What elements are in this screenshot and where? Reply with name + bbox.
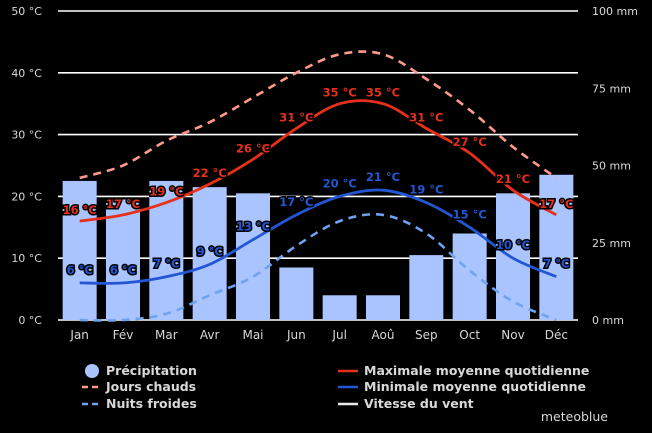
month-tick-label: Nov (501, 328, 524, 342)
precipitation-bar (539, 174, 574, 320)
minimale-moyenne-quotidienne-data-label: 6 °C (67, 263, 93, 277)
month-tick-label: Jul (331, 328, 346, 342)
maximale-moyenne-quotidienne-data-label: 16 °C (63, 203, 97, 217)
minimale-moyenne-quotidienne-data-label: 9 °C (197, 244, 223, 258)
minimale-moyenne-quotidienne-data-label: 10 °C (496, 238, 530, 252)
y-right-tick-label: 100 mm (592, 5, 638, 18)
y-left-tick-label: 30 °C (11, 129, 42, 142)
precipitation-bars (62, 174, 574, 320)
legend-item-jours-chauds: Jours chauds (82, 379, 196, 394)
y-left-tick-label: 40 °C (11, 67, 42, 80)
y-right-tick-label: 50 mm (592, 160, 631, 173)
maximale-moyenne-quotidienne-data-label: 31 °C (409, 110, 443, 124)
y-left-tick-label: 50 °C (11, 5, 42, 18)
month-tick-label: Mar (155, 328, 178, 342)
precipitation-bar (322, 295, 357, 320)
minimale-moyenne-quotidienne-data-label: 15 °C (453, 207, 487, 221)
minimale-moyenne-quotidienne-data-label: 20 °C (323, 176, 357, 190)
data-labels: 16 °C 17 °C 19 °C 22 °C 26 °C 31 °C 35 °C 35 °C… (61, 84, 575, 278)
month-tick-label: Avr (200, 328, 220, 342)
y-left-tick-label: 20 °C (11, 190, 42, 203)
legend-item-minimale-moyenne-quotidienne: Minimale moyenne quotidienne (338, 379, 586, 394)
legend-label: Jours chauds (105, 379, 196, 394)
precipitation-bar (149, 180, 184, 320)
maximale-moyenne-quotidienne-data-label: 17 °C (539, 197, 573, 211)
legend-label: Maximale moyenne quotidienne (364, 363, 589, 378)
month-tick-label: Fév (113, 328, 134, 342)
minimale-moyenne-quotidienne-data-label: 21 °C (366, 170, 400, 184)
y-right-tick-label: 75 mm (592, 82, 631, 95)
precipitation-bar (192, 187, 227, 320)
month-tick-label: Déc (545, 328, 568, 342)
minimale-moyenne-quotidienne-data-label: 7 °C (153, 257, 179, 271)
axis-labels: 0 °C 10 °C 20 °C 30 °C 40 °C 50 °C 0 mm 25 mm 50… (11, 5, 638, 342)
temperature-lines (79, 50, 558, 322)
precipitation-bar (106, 199, 140, 320)
grid-lines (58, 10, 578, 321)
maximale-moyenne-quotidienne-data-label: 26 °C (236, 141, 270, 155)
minimale-moyenne-quotidienne-data-label: 13 °C (236, 220, 270, 234)
y-right-tick-label: 0 mm (592, 314, 624, 327)
legend-label: Nuits froides (106, 396, 197, 411)
precipitation-bar (409, 255, 444, 320)
legend-item-vitesse-du-vent: Vitesse du vent (338, 396, 474, 411)
legend-label: Minimale moyenne quotidienne (364, 379, 586, 394)
legend-label: Vitesse du vent (364, 396, 474, 411)
legend-swatch (85, 364, 99, 378)
precipitation-bar (279, 267, 314, 320)
maximale-moyenne-quotidienne-data-label: 35 °C (366, 86, 400, 100)
y-left-tick-label: 10 °C (11, 252, 42, 265)
month-tick-label: Jan (69, 328, 89, 342)
minimale-moyenne-quotidienne-data-label: 7 °C (543, 257, 569, 271)
month-tick-label: Jun (286, 328, 306, 342)
jours-chauds-line (79, 50, 558, 180)
month-tick-label: Oct (459, 328, 480, 342)
legend-item-precipitation: Précipitation (85, 363, 197, 378)
legend-item-nuits-froides: Nuits froides (82, 396, 197, 411)
maximale-moyenne-quotidienne-data-label: 17 °C (106, 197, 140, 211)
month-tick-label: Sep (415, 328, 438, 342)
nuits-froides-line (79, 213, 557, 322)
precipitation-bar (366, 295, 400, 320)
legend-label: Précipitation (106, 363, 197, 378)
precipitation-bar (236, 193, 270, 320)
maximale-moyenne-quotidienne-data-label: 19 °C (149, 185, 183, 199)
y-right-tick-label: 25 mm (592, 237, 631, 250)
brand-logo-text: meteoblue (541, 409, 608, 424)
maximale-moyenne-quotidienne-data-label: 27 °C (453, 135, 487, 149)
maximale-moyenne-quotidienne-data-label: 35 °C (323, 86, 357, 100)
month-tick-label: Mai (242, 328, 263, 342)
maximale-moyenne-quotidienne-data-label: 22 °C (193, 166, 227, 180)
minimale-moyenne-quotidienne-line (79, 188, 557, 285)
maximale-moyenne-quotidienne-data-label: 21 °C (496, 172, 530, 186)
minimale-moyenne-quotidienne-data-label: 6 °C (110, 263, 136, 277)
month-tick-label: Aoû (372, 328, 395, 342)
precipitation-bar (62, 180, 97, 320)
minimale-moyenne-quotidienne-data-label: 19 °C (409, 183, 443, 197)
minimale-moyenne-quotidienne-data-label: 17 °C (279, 195, 313, 209)
maximale-moyenne-quotidienne-line (79, 99, 557, 223)
y-left-tick-label: 0 °C (18, 314, 42, 327)
precipitation-bar (452, 233, 487, 320)
maximale-moyenne-quotidienne-data-label: 31 °C (279, 110, 313, 124)
legend-item-maximale-moyenne-quotidienne: Maximale moyenne quotidienne (338, 363, 589, 378)
